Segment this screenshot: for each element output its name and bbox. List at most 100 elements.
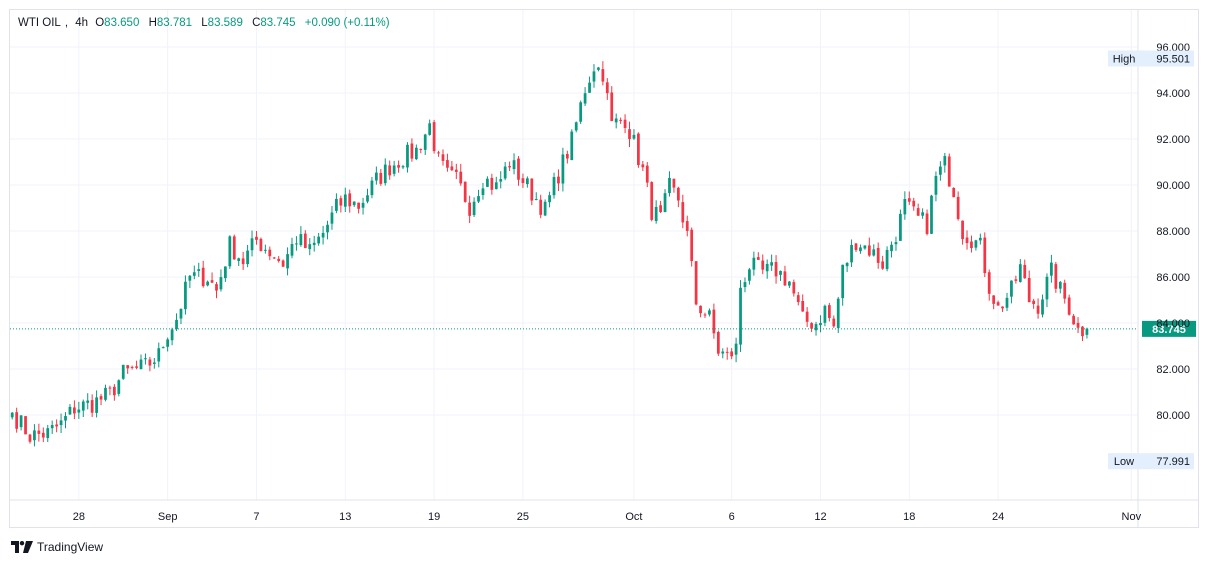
candle [716,330,720,356]
candle-body [739,287,742,345]
candle [681,194,685,229]
candle [144,353,147,365]
candle-body [992,295,996,304]
time-axis[interactable]: 28 Sep 7 13 19 25 Oct 6 12 18 24 Nov [10,499,1198,523]
candle [312,235,316,252]
symbol-name[interactable]: WTI OIL [18,17,61,29]
candle [508,161,511,171]
candle-body [130,366,134,368]
candle [672,178,676,193]
candle-body [1054,264,1058,289]
x-tick-label: 19 [428,511,440,523]
candle [383,158,387,186]
tradingview-label: TradingView [37,540,104,554]
candle-body [86,400,90,403]
candle [308,238,312,256]
candle [921,208,924,219]
candle [819,315,822,333]
candle-body [228,236,232,267]
candle [419,148,423,154]
candle-body [854,243,858,251]
candle-body [885,249,889,270]
candle [68,404,72,416]
candle-body [557,176,560,184]
candle-body [539,199,543,215]
candle-body [1027,277,1031,303]
candle [832,315,836,328]
candle [943,152,947,173]
candle [668,171,671,197]
price-axis[interactable]: 96.00094.00092.00090.00088.00086.00084.0… [1137,10,1190,527]
y-tick-label: 94.000 [1156,88,1190,100]
candle-body [481,188,485,196]
candle [721,348,725,359]
candle-body [823,305,827,323]
candle [259,237,263,252]
candle [810,322,813,332]
candle-body [299,234,303,246]
candle [699,305,702,318]
y-tick-label: 86.000 [1156,272,1190,284]
candle [335,193,338,214]
x-tick-label: 25 [517,511,529,523]
candle-body [628,129,631,140]
candle-body [694,261,698,305]
candle [890,241,893,258]
candle [712,303,716,339]
candle-body [108,387,112,389]
candle [59,413,63,434]
candle [490,173,494,195]
tradingview-branding[interactable]: TradingView [11,540,103,554]
candle [348,189,352,213]
candle [321,225,325,245]
candle-body [383,164,387,184]
candle-body [996,302,1000,306]
candle-body [730,351,734,357]
candle [836,296,840,334]
candle-body [623,119,627,128]
candle [263,244,267,254]
candle [605,78,609,100]
candle-body [672,178,676,188]
candle-body [930,195,933,234]
candle-body [881,261,885,269]
candle-body [583,93,587,104]
candle [117,379,121,397]
interval[interactable]: 4h [75,17,89,29]
candle-body [970,241,973,249]
candle-body [95,397,98,413]
candle [428,119,432,136]
candle [854,242,858,252]
candle-body [983,237,987,274]
candle [694,261,698,306]
candle [224,266,227,282]
candle-body [641,164,645,168]
candle [24,416,27,435]
candle [1045,273,1049,308]
marker-background [1108,50,1194,67]
candle [925,209,929,236]
candle-body [668,177,671,194]
candle [756,252,760,260]
candle [730,348,734,360]
marker-background [1108,453,1194,470]
candle-body [521,178,525,184]
candle [525,176,529,188]
candle [548,191,551,208]
candle-body [925,213,929,234]
chart-frame[interactable] [9,9,1199,528]
candle-body [472,201,476,216]
candle-body [468,202,472,216]
candle [1085,327,1089,339]
candle [881,255,885,270]
candle-body [321,232,325,238]
candle [899,209,902,241]
candle-body [716,332,720,354]
candle-body [148,359,152,366]
candle [761,254,765,275]
candle-body [281,260,285,267]
candle [814,321,818,336]
candle-body [1036,305,1040,314]
candle [690,227,694,267]
